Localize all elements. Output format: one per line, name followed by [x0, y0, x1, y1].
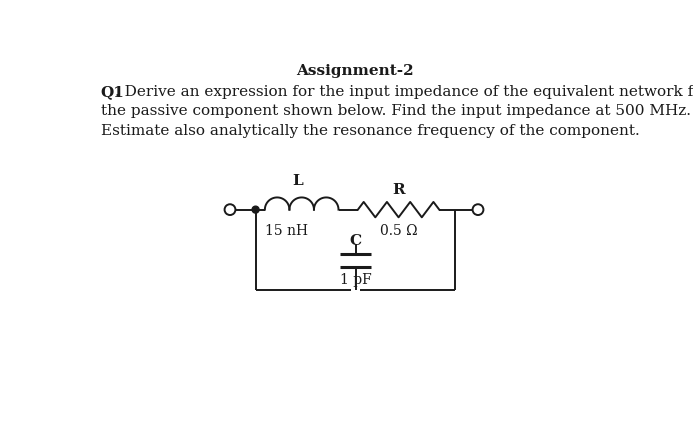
Circle shape	[252, 207, 259, 213]
Text: Assignment-2: Assignment-2	[297, 64, 414, 78]
Text: Q1: Q1	[100, 85, 125, 99]
Text: R: R	[392, 182, 405, 196]
Text: 15 nH: 15 nH	[265, 224, 308, 238]
Text: 0.5 Ω: 0.5 Ω	[380, 224, 417, 238]
Text: the passive component shown below. Find the input impedance at 500 MHz.: the passive component shown below. Find …	[100, 104, 691, 118]
Text: C: C	[349, 233, 362, 247]
Text: L: L	[292, 174, 304, 188]
Text: 1 pF: 1 pF	[340, 272, 371, 286]
Text: Estimate also analytically the resonance frequency of the component.: Estimate also analytically the resonance…	[100, 124, 640, 137]
Text: . Derive an expression for the input impedance of the equivalent network for: . Derive an expression for the input imp…	[115, 85, 693, 99]
